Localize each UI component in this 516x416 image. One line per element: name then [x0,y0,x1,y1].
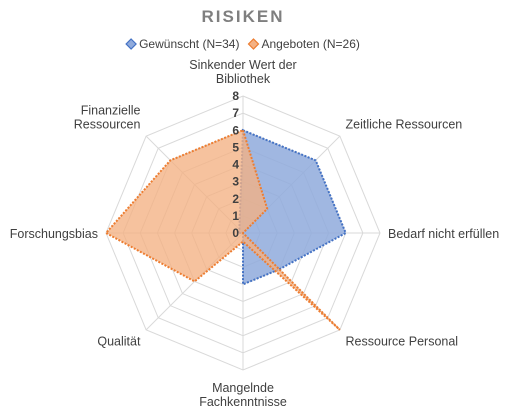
series-area-angeboten-n-26 [104,128,341,331]
legend-item-angeboten-n-26: Angeboten (N=26) [247,37,360,51]
legend-item-gewuenscht-n-34: Gewünscht (N=34) [125,37,239,51]
tick-label-6: 6 [232,123,239,137]
tick-label-8: 8 [232,89,239,103]
series-area-gewuenscht-n-34 [236,128,348,286]
tick-label-2: 2 [232,192,239,206]
axis-label-zeitliche-ressourcen: Zeitliche Ressourcen [346,117,463,131]
radial-tick-labels: 0 1 2 3 4 5 6 7 8 [232,89,239,240]
legend: Gewünscht (N=34) Angeboten (N=26) [125,37,360,51]
legend-marker [125,38,137,50]
tick-label-7: 7 [232,106,239,120]
legend-label: Angeboten (N=26) [261,37,359,51]
legend-marker [247,38,260,50]
axis-label-mangelnde-fachkenntnisse: Mangelnde Fachkenntnisse [199,381,287,409]
chart-title: RISIKEN [202,7,285,26]
axis-label-forschungsbias: Forschungsbias [10,227,98,241]
axis-label-bedarf-nicht-erfuellen: Bedarf nicht erfüllen [388,227,499,241]
axis-label-qualitaet: Qualität [97,335,141,349]
series-gewuenscht-n-34 [236,128,348,286]
axis-label-ressource-personal: Ressource Personal [346,335,459,349]
axis-label-sinkender-wert-der-bibliothek: Sinkender Wert der Bibliothek [189,58,296,86]
tick-label-5: 5 [232,140,239,154]
tick-label-4: 4 [232,158,239,172]
tick-label-3: 3 [232,175,239,189]
series-angeboten-n-26 [104,128,341,331]
tick-label-0: 0 [232,226,239,240]
axis-label-finanzielle-ressourcen: Finanzielle Ressourcen [74,103,141,131]
legend-label: Gewünscht (N=34) [139,37,239,51]
tick-label-1: 1 [232,209,239,223]
axis-labels: Sinkender Wert der Bibliothek Zeitliche Re… [10,58,499,409]
series-layer [104,128,348,331]
